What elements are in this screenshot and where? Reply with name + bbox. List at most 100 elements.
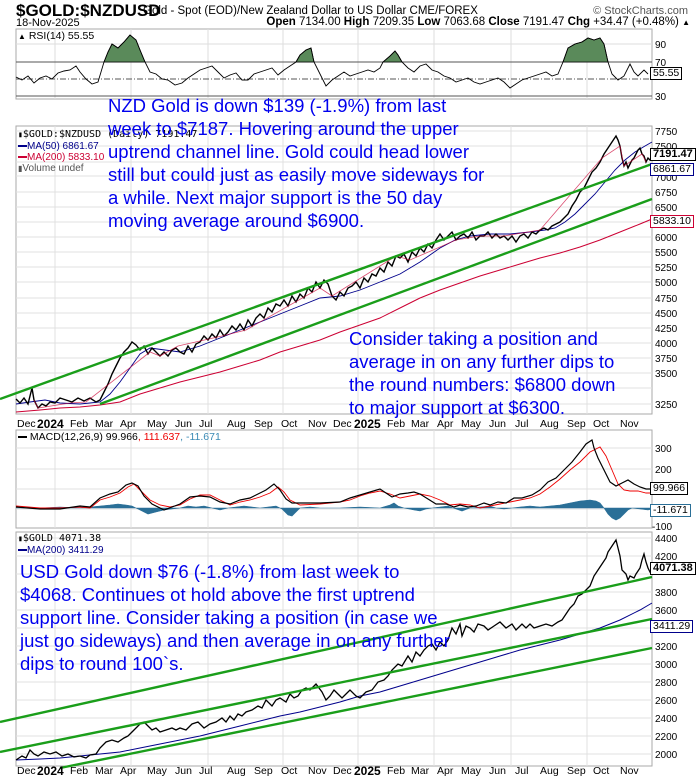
nzd-price-line (15, 134, 653, 410)
x-label: Feb (387, 765, 406, 777)
x-label: Apr (437, 418, 454, 430)
chg-label: Chg (567, 16, 590, 28)
x-label: Jul (199, 765, 213, 777)
nzd-ma50-line (15, 141, 653, 405)
x-label: Aug (227, 418, 246, 430)
nzd-ma200-tag: 5833.10 (650, 215, 694, 228)
x-label-year: 2024 (37, 764, 64, 778)
x-label: Feb (70, 418, 89, 430)
rsi-panel (15, 28, 653, 100)
up-arrow-icon: ▲ (682, 18, 690, 27)
nzd-upper-trendline (0, 162, 653, 401)
volume-bars-icon: ▮ (18, 164, 23, 173)
high-value: 7209.35 (372, 16, 415, 28)
x-label: Dec (333, 418, 352, 430)
x-label: May (461, 765, 481, 777)
open-label: Open (266, 16, 296, 28)
usd-legend-ma200: MA(200) 3411.29 (18, 545, 104, 556)
nzd-price-panel (0, 125, 653, 415)
usd-tick: 3200 (655, 642, 678, 653)
macd-tick: 200 (655, 465, 672, 476)
macd-signal-label: , 111.637 (137, 431, 181, 443)
ma50-label: MA(50) 6861.67 (27, 141, 99, 152)
x-label: Apr (120, 418, 137, 430)
macd-histogram (16, 499, 653, 521)
macd-value-tag: 99.966 (650, 482, 689, 495)
nzd-tick: 3250 (655, 400, 678, 411)
x-label: Jul (515, 765, 529, 777)
macd-hist-tag: -11.671 (650, 504, 691, 517)
x-label: Jun (489, 765, 506, 777)
usd-price-panel (0, 531, 653, 770)
nzd-position-note: Consider taking a position and average i… (349, 328, 616, 418)
macd-legend: MACD(12,26,9) 99.966, 111.637, -11.671 (18, 431, 221, 443)
usd-tick: 2600 (655, 696, 678, 707)
usd-ma200-line (15, 602, 653, 761)
x-label: Mar (95, 765, 114, 777)
x-label-year: 2025 (354, 417, 381, 431)
rsi-tick: 90 (655, 40, 667, 51)
nzd-tick: 4750 (655, 294, 678, 305)
symbol-description: Gold - Spot (EOD)/New Zealand Dollar to … (143, 5, 478, 17)
nzd-tick: 4000 (655, 339, 678, 350)
x-label: May (147, 765, 167, 777)
macd-tick: 300 (655, 444, 672, 455)
nzd-legend-ma200: MA(200) 5833.10 (18, 152, 104, 163)
x-label: Jun (175, 418, 192, 430)
candlestick-icon: ▮ (18, 534, 23, 543)
nzd-tick: 5500 (655, 248, 678, 259)
nzd-legend-title: ▮$GOLD:$NZDUSD (Daily) 7191.47 (18, 129, 197, 140)
nzd-tick: 6500 (655, 203, 678, 214)
x-label: Dec (333, 765, 352, 777)
chart-header: $GOLD:$NZDUSD Gold - Spot (EOD)/New Zeal… (16, 0, 700, 29)
usd-tick: 3000 (655, 660, 678, 671)
ma200-label: MA(200) 5833.10 (27, 152, 105, 163)
x-label: Dec (17, 765, 36, 777)
nzd-tick: 6000 (655, 233, 678, 244)
x-label: Apr (120, 765, 137, 777)
x-label: Aug (540, 765, 559, 777)
rsi-chart-icon: ▲ (18, 32, 26, 41)
nzd-tick: 6750 (655, 188, 678, 199)
x-label-year: 2024 (37, 417, 64, 431)
x-label: Oct (593, 418, 610, 430)
x-label: Oct (593, 765, 610, 777)
nzd-tick: 3750 (655, 354, 678, 365)
macd-swatch-icon (18, 436, 27, 439)
x-label: Oct (281, 765, 298, 777)
chg-value: +34.47 (+0.48%) (593, 16, 679, 28)
rsi-tick: 70 (655, 58, 667, 69)
stockcharts-brand: © StockCharts.com (593, 5, 688, 17)
x-label: Nov (308, 418, 327, 430)
usd-tick: 3600 (655, 606, 678, 617)
usd-legend-title-text: $GOLD 4071.38 (22, 533, 102, 544)
high-label: High (343, 16, 370, 28)
nzd-legend-ma50: MA(50) 6861.67 (18, 141, 99, 152)
rsi-value-tag: 55.55 (650, 67, 683, 80)
x-label: Mar (411, 765, 430, 777)
nzd-legend-title-text: $GOLD:$NZDUSD (Daily) 7191.47 (22, 129, 198, 140)
usd-commentary-note: USD Gold down $76 (-1.8%) from last week… (20, 561, 450, 674)
x-label: Feb (387, 418, 406, 430)
close-value: 7191.47 (522, 16, 565, 28)
nzd-tick: 7000 (655, 173, 678, 184)
usd-tick: 4200 (655, 552, 678, 563)
usd-ma200-label: MA(200) 3411.29 (27, 545, 104, 556)
ma50-swatch-icon (18, 145, 27, 148)
nzd-ma50-tag: 6861.67 (650, 163, 694, 176)
close-label: Close (488, 16, 520, 28)
nzd-close-tag: 7191.47 (650, 148, 696, 161)
x-label: Apr (437, 765, 454, 777)
x-label: Aug (540, 418, 559, 430)
rsi-legend: ▲ RSI(14) 55.55 (18, 30, 94, 42)
macd-signal-line (15, 446, 652, 509)
nzd-tick: 4250 (655, 324, 678, 335)
nzd-commentary-note: NZD Gold is down $139 (-1.9%) from last … (108, 95, 485, 231)
x-label: Sep (254, 418, 273, 430)
x-label: Oct (281, 418, 298, 430)
x-label: Sep (567, 418, 586, 430)
usd-tick: 2200 (655, 732, 678, 743)
low-value: 7063.68 (443, 16, 486, 28)
nzd-tick: 7750 (655, 127, 678, 138)
